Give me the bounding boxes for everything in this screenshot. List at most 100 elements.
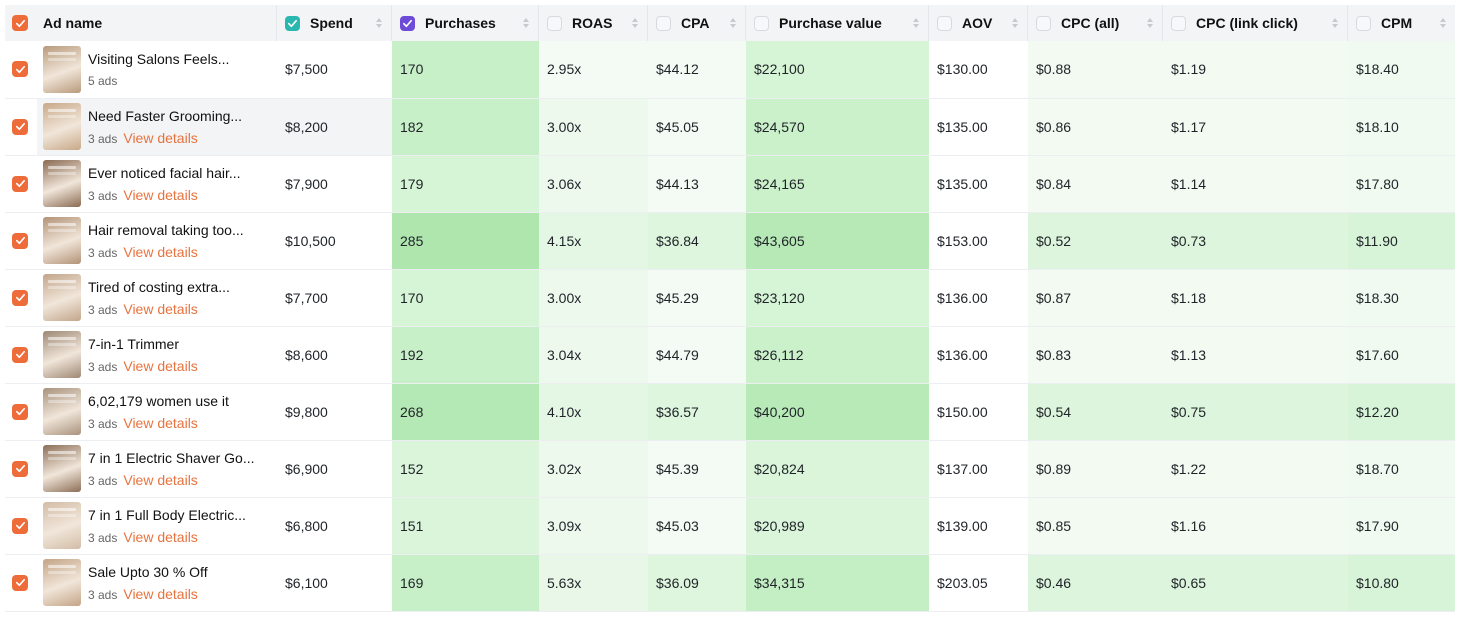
table-row[interactable]: 7 in 1 Full Body Electric... 3 ads View de… [5, 497, 1455, 554]
cpc-all-cell: $0.84 [1028, 155, 1163, 212]
col-header-cpm[interactable]: CPM [1348, 5, 1455, 41]
col-header-aov[interactable]: AOV [929, 5, 1028, 41]
ad-name-text[interactable]: Sale Upto 30 % Off [88, 563, 208, 580]
select-all-header [5, 5, 37, 41]
spend-cell: $10,500 [285, 232, 336, 249]
row-checkbox[interactable] [12, 289, 28, 306]
col-header-ad-name[interactable]: Ad name [37, 5, 277, 41]
ad-thumbnail[interactable] [43, 559, 81, 606]
column-checkbox[interactable] [547, 15, 562, 31]
col-header-purchases[interactable]: Purchases [392, 5, 539, 41]
column-checkbox[interactable] [1356, 15, 1371, 31]
row-checkbox[interactable] [12, 346, 28, 363]
table-row[interactable]: 6,02,179 women use it 3 ads View details $9… [5, 383, 1455, 440]
ad-name-text[interactable]: Hair removal taking too... [88, 221, 244, 238]
sort-icon[interactable] [1146, 16, 1154, 30]
row-checkbox[interactable] [12, 118, 28, 135]
ad-name-text[interactable]: Need Faster Grooming... [88, 107, 243, 124]
select-all-checkbox[interactable] [12, 15, 28, 31]
ad-name-text[interactable]: 7-in-1 Trimmer [88, 335, 180, 352]
table-row[interactable]: 7 in 1 Electric Shaver Go... 3 ads View de… [5, 440, 1455, 497]
ad-thumbnail[interactable] [43, 445, 81, 492]
column-checkbox[interactable] [1171, 15, 1186, 31]
row-checkbox[interactable] [12, 460, 28, 477]
ad-name-text[interactable]: Tired of costing extra... [88, 278, 230, 295]
ad-name-text[interactable]: Ever noticed facial hair... [88, 164, 241, 181]
col-header-cpc-link-click[interactable]: CPC (link click) [1163, 5, 1348, 41]
view-details-link[interactable]: View details [123, 414, 198, 431]
ad-count: 3 ads [88, 416, 118, 431]
column-header-label: ROAS [572, 15, 613, 31]
table-row[interactable]: Sale Upto 30 % Off 3 ads View details $6,10… [5, 554, 1455, 611]
cpc-all-cell: $0.85 [1028, 497, 1163, 554]
sort-icon[interactable] [1331, 16, 1339, 30]
column-checkbox[interactable] [937, 15, 952, 31]
column-checkbox[interactable] [400, 15, 415, 31]
column-checkbox[interactable] [285, 15, 300, 31]
row-checkbox[interactable] [12, 403, 28, 420]
cpc-link-cell: $1.18 [1163, 269, 1348, 326]
ad-name-text[interactable]: Visiting Salons Feels... [88, 50, 230, 67]
ad-thumbnail[interactable] [43, 103, 81, 150]
ad-count: 3 ads [88, 188, 118, 203]
view-details-link[interactable]: View details [123, 186, 198, 203]
row-select-cell [5, 212, 37, 269]
ad-thumbnail[interactable] [43, 160, 81, 207]
table-row[interactable]: Ever noticed facial hair... 3 ads View det… [5, 155, 1455, 212]
cpa-cell: $44.79 [648, 326, 746, 383]
column-checkbox[interactable] [754, 15, 769, 31]
ad-name-cell: Sale Upto 30 % Off 3 ads View details [37, 554, 277, 611]
ad-count: 3 ads [88, 245, 118, 260]
table-row[interactable]: 7-in-1 Trimmer 3 ads View details $8,600 192… [5, 326, 1455, 383]
ad-thumbnail[interactable] [43, 274, 81, 321]
sort-icon[interactable] [375, 16, 383, 30]
row-checkbox[interactable] [12, 61, 28, 78]
view-details-link[interactable]: View details [123, 243, 198, 260]
row-checkbox[interactable] [12, 232, 28, 249]
col-header-cpc-all[interactable]: CPC (all) [1028, 5, 1163, 41]
col-header-purchase-value[interactable]: Purchase value [746, 5, 929, 41]
sort-icon[interactable] [912, 16, 920, 30]
ad-name-text[interactable]: 6,02,179 women use it [88, 392, 229, 409]
cpc-all-cell: $0.86 [1028, 98, 1163, 155]
row-checkbox[interactable] [12, 175, 28, 192]
table-row[interactable]: Tired of costing extra... 3 ads View detai… [5, 269, 1455, 326]
sort-icon[interactable] [729, 16, 737, 30]
spend-cell: $7,900 [285, 175, 328, 192]
table-row[interactable]: Visiting Salons Feels... 5 ads $7,500 170 2.… [5, 41, 1455, 98]
purchases-cell: 182 [392, 98, 539, 155]
roas-cell: 3.04x [539, 326, 648, 383]
view-details-link[interactable]: View details [123, 528, 198, 545]
column-checkbox[interactable] [1036, 15, 1051, 31]
sort-icon[interactable] [522, 16, 530, 30]
sort-icon[interactable] [1439, 16, 1447, 30]
col-header-roas[interactable]: ROAS [539, 5, 648, 41]
table-body: Visiting Salons Feels... 5 ads $7,500 170 2.… [5, 41, 1455, 611]
column-checkbox[interactable] [656, 15, 671, 31]
purchase-value-cell: $40,200 [746, 383, 929, 440]
ad-thumbnail[interactable] [43, 217, 81, 264]
ad-thumbnail[interactable] [43, 502, 81, 549]
check-icon [15, 293, 25, 302]
table-row[interactable]: Hair removal taking too... 3 ads View deta… [5, 212, 1455, 269]
table-row[interactable]: Need Faster Grooming... 3 ads View details… [5, 98, 1455, 155]
view-details-link[interactable]: View details [123, 585, 198, 602]
ad-thumbnail[interactable] [43, 388, 81, 435]
view-details-link[interactable]: View details [123, 471, 198, 488]
row-checkbox[interactable] [12, 517, 28, 534]
ad-name-text[interactable]: 7 in 1 Full Body Electric... [88, 506, 246, 523]
row-checkbox[interactable] [12, 574, 28, 591]
sort-icon[interactable] [1011, 16, 1019, 30]
view-details-link[interactable]: View details [123, 300, 198, 317]
view-details-link[interactable]: View details [123, 357, 198, 374]
cpc-link-cell: $0.65 [1163, 554, 1348, 611]
sort-icon[interactable] [631, 16, 639, 30]
col-header-cpa[interactable]: CPA [648, 5, 746, 41]
ad-thumbnail[interactable] [43, 45, 81, 93]
col-header-spend[interactable]: Spend [277, 5, 392, 41]
cpa-cell: $36.09 [648, 554, 746, 611]
ad-name-text[interactable]: 7 in 1 Electric Shaver Go... [88, 449, 255, 466]
view-details-link[interactable]: View details [123, 129, 198, 146]
ad-thumbnail[interactable] [43, 331, 81, 378]
cpc-link-cell: $1.19 [1163, 41, 1348, 98]
